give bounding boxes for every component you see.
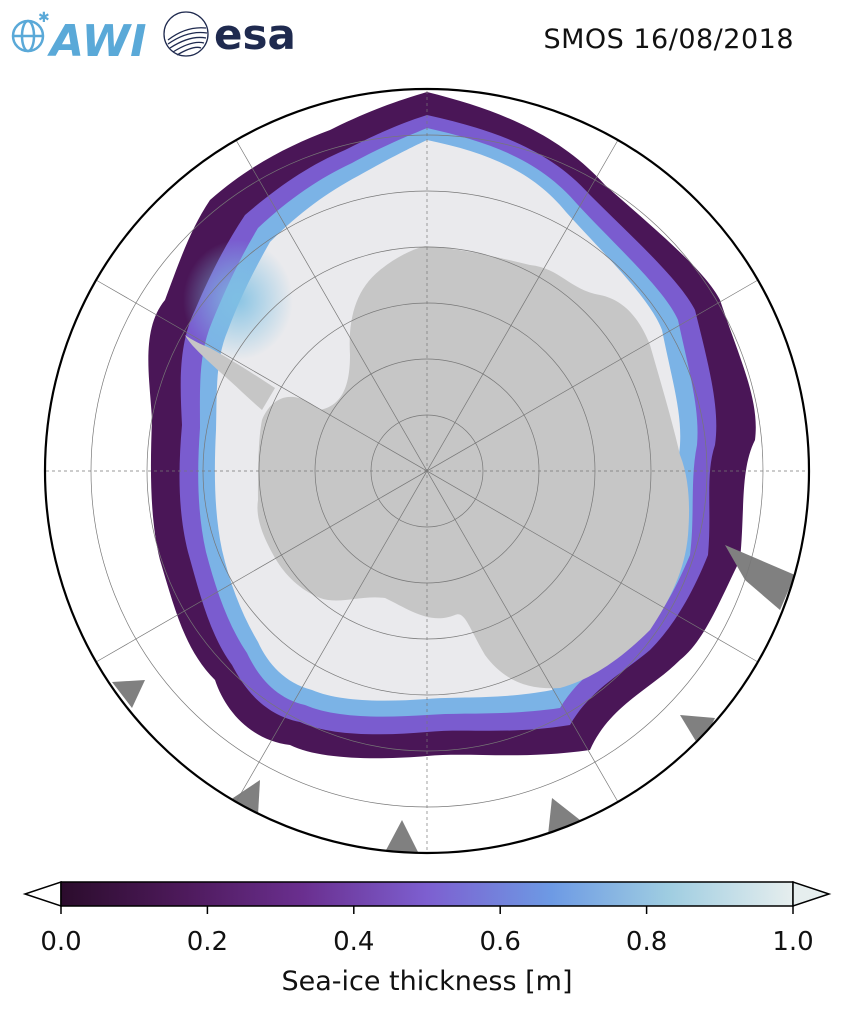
no-data-wedge (725, 545, 795, 610)
no-data-wedge (230, 780, 260, 815)
colorbar-extend-max (792, 880, 832, 908)
colorbar: 0.0 0.2 0.4 0.6 0.8 1.0 Sea-ice thickness [m] (22, 880, 832, 997)
esa-logo-text: esa (214, 10, 296, 59)
colorbar-label: Sea-ice thickness [m] (281, 966, 572, 997)
awi-logo-text: AWI (47, 16, 146, 62)
awi-logo: ✱ AWI (11, 10, 146, 62)
colorbar-tick-label: 0.8 (626, 927, 667, 957)
peninsula-land (185, 335, 275, 410)
colorbar-tick-label: 0.6 (480, 927, 521, 957)
map-title: SMOS 16/08/2018 (543, 24, 794, 55)
no-data-wedge (112, 680, 145, 708)
colorbar-extend-min (22, 880, 62, 908)
no-data-wedge (548, 798, 580, 835)
svg-text:✱: ✱ (38, 10, 50, 26)
colorbar-tick-label: 0.2 (187, 927, 228, 957)
header: ✱ AWI esa SMOS 16/08/2018 (0, 0, 854, 80)
colorbar-gradient (60, 881, 794, 907)
graticule (45, 89, 809, 853)
colorbar-tick-label: 0.0 (40, 927, 81, 957)
colorbar-tick-label: 1.0 (772, 927, 813, 957)
polar-map (43, 87, 811, 855)
no-data-wedge (680, 715, 715, 748)
esa-logo: esa (163, 10, 296, 59)
pack-ice-patch (183, 240, 293, 360)
map-boundary (43, 87, 811, 855)
no-data-wedge (385, 820, 418, 852)
colorbar-tick-label: 0.4 (333, 927, 374, 957)
